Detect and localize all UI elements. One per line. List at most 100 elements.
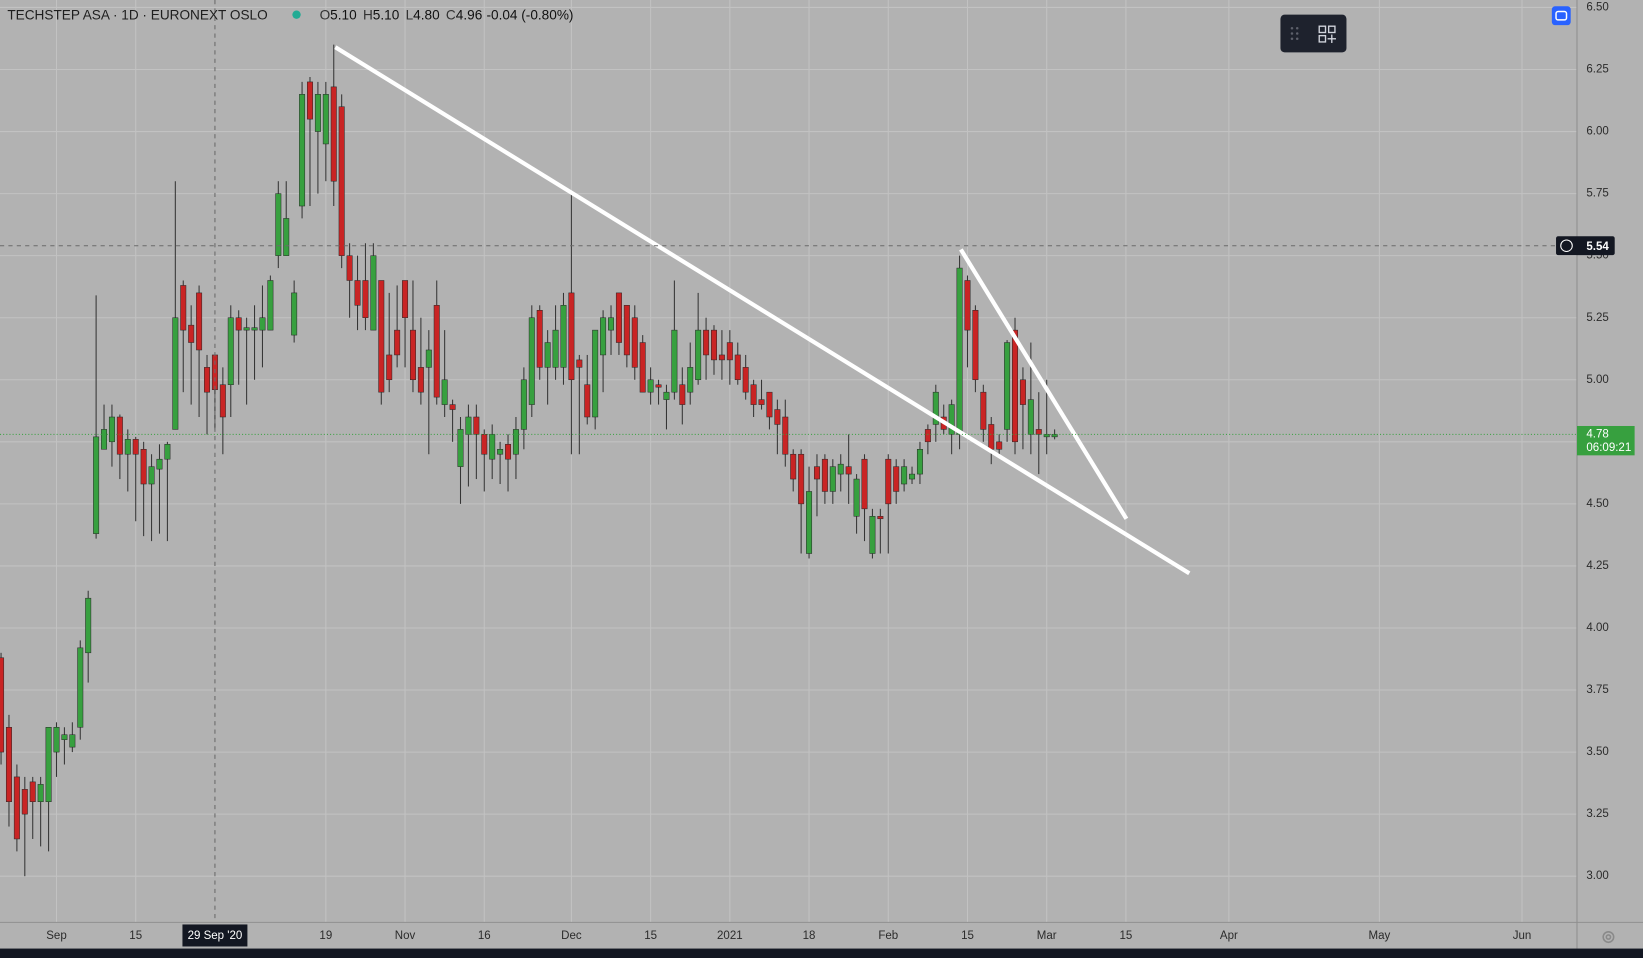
candle-body bbox=[734, 354, 741, 381]
overlay bbox=[0, 0, 1577, 923]
candle-body bbox=[354, 280, 361, 306]
legend-change: -0.04 (-0.80%) bbox=[486, 7, 573, 22]
y-tick-label: 5.00 bbox=[1586, 374, 1608, 386]
candle-body bbox=[528, 317, 535, 405]
candle-body bbox=[806, 491, 813, 554]
top-right-button[interactable] bbox=[1551, 6, 1571, 26]
crosshair-price: 5.54 bbox=[1586, 241, 1609, 253]
candle-body bbox=[188, 324, 195, 343]
candle-body bbox=[386, 354, 393, 381]
candle-body bbox=[512, 429, 519, 455]
x-tick-label: Dec bbox=[561, 930, 582, 942]
settings-gear[interactable] bbox=[1602, 931, 1615, 944]
candle-body bbox=[362, 280, 369, 318]
candle-body bbox=[774, 409, 781, 425]
candle-body bbox=[314, 94, 321, 132]
candle-body bbox=[615, 292, 622, 343]
candle-body bbox=[346, 255, 353, 281]
candle-body bbox=[893, 466, 900, 492]
status-dot bbox=[292, 10, 301, 19]
toolbar-background bbox=[1280, 14, 1347, 53]
candle-body bbox=[639, 342, 646, 393]
candle-body bbox=[536, 310, 543, 368]
grid bbox=[0, 0, 1577, 923]
candle-body bbox=[592, 329, 599, 418]
legend-value: 4.96 bbox=[456, 7, 482, 22]
candle-body bbox=[77, 647, 84, 728]
drag-handle[interactable] bbox=[1290, 27, 1299, 41]
candle-body bbox=[608, 317, 614, 331]
crosshair-add-icon bbox=[1560, 239, 1573, 253]
candle-body bbox=[758, 399, 765, 405]
candle-body bbox=[1035, 429, 1042, 435]
candle-body bbox=[425, 349, 432, 368]
candle-body bbox=[101, 429, 108, 450]
object-tree-button[interactable] bbox=[1318, 25, 1336, 43]
candle-body bbox=[69, 734, 76, 748]
candle-body bbox=[948, 404, 955, 435]
candle-body bbox=[227, 317, 234, 385]
candle-body bbox=[330, 86, 337, 182]
candle-body bbox=[972, 310, 979, 381]
candle-body bbox=[338, 106, 345, 256]
candle-body bbox=[505, 444, 512, 460]
crosshair-date: 29 Sep '20 bbox=[188, 930, 243, 942]
candle-body bbox=[259, 317, 266, 331]
candle-body bbox=[813, 466, 820, 480]
candle-body bbox=[861, 458, 868, 510]
candle-body bbox=[93, 436, 100, 534]
axes: 3.003.253.503.754.004.254.504.755.005.25… bbox=[46, 1, 1635, 947]
last-price-label: 4.78 bbox=[1586, 428, 1608, 440]
candle-body bbox=[489, 434, 496, 460]
candle-body bbox=[497, 449, 504, 455]
candle-body bbox=[845, 466, 852, 475]
candle-body bbox=[821, 458, 828, 492]
legend-value: 5.10 bbox=[373, 7, 400, 22]
x-tick-label: 18 bbox=[803, 930, 816, 942]
candle-body bbox=[742, 367, 749, 393]
candle-body bbox=[243, 327, 250, 331]
bottom-bar bbox=[0, 948, 1643, 958]
x-tick-label: Apr bbox=[1220, 930, 1238, 942]
candle-body bbox=[204, 367, 210, 393]
candle-body bbox=[299, 94, 306, 207]
candle-body bbox=[909, 473, 916, 480]
candle-body bbox=[172, 317, 179, 430]
candle-body bbox=[29, 781, 36, 802]
candle-body bbox=[584, 384, 591, 418]
candle-body bbox=[853, 478, 860, 517]
x-tick-label: Sep bbox=[46, 930, 66, 942]
candle-body bbox=[885, 458, 892, 505]
candle-body bbox=[307, 81, 313, 120]
candle-body bbox=[790, 453, 797, 480]
crosshair-price-box bbox=[1556, 236, 1615, 256]
candle-body bbox=[148, 466, 155, 485]
candle-body bbox=[322, 94, 329, 145]
floating-toolbar[interactable] bbox=[1280, 14, 1347, 53]
candle-body bbox=[996, 441, 1003, 450]
candle-body bbox=[124, 439, 131, 455]
x-tick-label: Jun bbox=[1513, 930, 1532, 942]
y-tick-label: 4.25 bbox=[1586, 560, 1608, 572]
candle-body bbox=[829, 466, 836, 492]
candle-body bbox=[1051, 434, 1058, 438]
candle-body bbox=[457, 429, 464, 467]
candle-body bbox=[552, 329, 559, 368]
candle-body bbox=[1012, 329, 1018, 443]
y-tick-label: 6.00 bbox=[1586, 126, 1608, 138]
candle-body bbox=[283, 218, 290, 256]
y-tick-label: 6.25 bbox=[1586, 64, 1608, 76]
candle-body bbox=[576, 359, 583, 368]
candle-body bbox=[180, 285, 187, 331]
candle-body bbox=[85, 597, 92, 654]
candle-body bbox=[0, 657, 5, 753]
y-tick-label: 5.75 bbox=[1586, 188, 1608, 200]
candle-body bbox=[988, 424, 995, 450]
crosshair-date-box bbox=[182, 924, 248, 947]
candle-body bbox=[647, 379, 654, 393]
candle-body bbox=[441, 379, 448, 405]
candle-body bbox=[964, 280, 971, 331]
candle-body bbox=[433, 305, 440, 398]
